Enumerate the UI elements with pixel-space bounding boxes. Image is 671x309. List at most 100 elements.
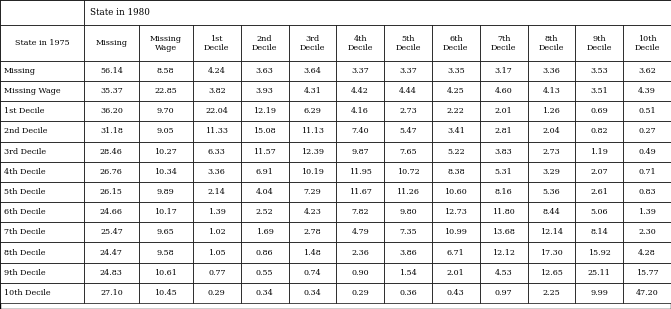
Text: 0.69: 0.69 [590,107,608,115]
Text: 26.76: 26.76 [100,168,123,176]
Bar [575,182,623,202]
Bar [0,142,85,162]
Text: 4.53: 4.53 [495,269,513,277]
Text: 6th Decile: 6th Decile [4,208,46,216]
Bar [138,283,193,303]
Bar [384,142,432,162]
Text: 0.34: 0.34 [256,289,274,297]
Bar [384,222,432,243]
Text: 3.35: 3.35 [447,67,465,75]
Text: 2.78: 2.78 [303,228,321,236]
Text: 0.74: 0.74 [303,269,321,277]
Text: 3.36: 3.36 [543,67,560,75]
Text: 2.73: 2.73 [543,148,560,156]
Text: 1.39: 1.39 [208,208,225,216]
Bar [575,101,623,121]
Text: 3.93: 3.93 [256,87,274,95]
Text: State in 1975: State in 1975 [15,39,69,47]
Bar [193,25,241,61]
Text: 8.16: 8.16 [495,188,513,196]
Bar [575,162,623,182]
Text: 2.14: 2.14 [208,188,225,196]
Text: 3.51: 3.51 [590,87,608,95]
Text: 5th Decile: 5th Decile [4,188,46,196]
Bar [623,162,671,182]
Text: 2.73: 2.73 [399,107,417,115]
Bar [527,222,575,243]
Text: 9.99: 9.99 [590,289,608,297]
Bar [85,162,138,182]
Text: Missing
Wage: Missing Wage [150,35,182,52]
Text: 0.29: 0.29 [352,289,369,297]
Text: 1st Decile: 1st Decile [4,107,44,115]
Text: 6.91: 6.91 [256,168,274,176]
Text: 8.58: 8.58 [157,67,174,75]
Bar [432,182,480,202]
Bar [0,61,85,81]
Text: 31.18: 31.18 [100,128,123,135]
Text: 15.77: 15.77 [636,269,658,277]
Text: 0.97: 0.97 [495,289,513,297]
Bar [241,61,289,81]
Text: 10.27: 10.27 [154,148,177,156]
Bar [623,182,671,202]
Bar [623,202,671,222]
Text: 2.07: 2.07 [590,168,608,176]
Bar [336,182,384,202]
Bar [138,61,193,81]
Text: 0.71: 0.71 [638,168,656,176]
Bar [480,182,527,202]
Text: 4.79: 4.79 [352,228,369,236]
Text: 11.13: 11.13 [301,128,324,135]
Text: 0.82: 0.82 [590,128,608,135]
Text: 0.43: 0.43 [447,289,465,297]
Text: 2.30: 2.30 [638,228,656,236]
Bar [480,243,527,263]
Bar [0,263,85,283]
Text: 2.01: 2.01 [447,269,465,277]
Text: Missing Wage: Missing Wage [4,87,60,95]
Bar [432,202,480,222]
Text: 4.60: 4.60 [495,87,513,95]
Text: 8.44: 8.44 [543,208,560,216]
Bar [0,283,85,303]
Bar [85,263,138,283]
Bar [432,101,480,121]
Text: 2.81: 2.81 [495,128,513,135]
Bar [0,243,85,263]
Text: 0.90: 0.90 [352,269,369,277]
Bar [0,222,85,243]
Bar [384,263,432,283]
Text: 10.61: 10.61 [154,269,177,277]
Bar [289,61,336,81]
Bar [527,263,575,283]
Text: 26.15: 26.15 [100,188,123,196]
Bar [623,101,671,121]
Text: 4.28: 4.28 [638,248,656,256]
Bar [432,222,480,243]
Text: 9.70: 9.70 [157,107,174,115]
Bar [0,0,85,25]
Bar [480,202,527,222]
Bar [193,202,241,222]
Text: 4.44: 4.44 [399,87,417,95]
Text: 4.31: 4.31 [303,87,321,95]
Text: 11.33: 11.33 [205,128,228,135]
Text: 8.14: 8.14 [590,228,608,236]
Bar [527,101,575,121]
Text: 5.06: 5.06 [590,208,608,216]
Text: 9th Decile: 9th Decile [4,269,46,277]
Text: 1.48: 1.48 [303,248,321,256]
Text: 1.26: 1.26 [543,107,560,115]
Text: 1.19: 1.19 [590,148,608,156]
Text: 3.62: 3.62 [638,67,656,75]
Bar [193,283,241,303]
Bar [289,101,336,121]
Bar [480,101,527,121]
Bar [527,162,575,182]
Bar [336,142,384,162]
Bar [575,121,623,142]
Bar [480,25,527,61]
Bar [527,81,575,101]
Text: 15.92: 15.92 [588,248,611,256]
